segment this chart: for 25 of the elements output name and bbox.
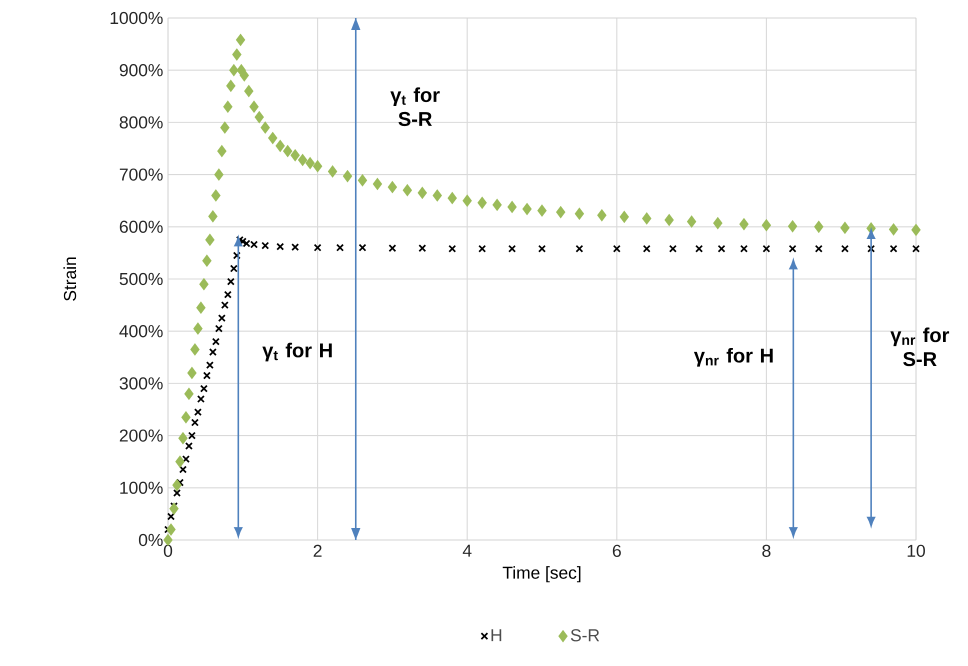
y-tick-label: 700%: [120, 168, 163, 181]
y-tick-label: 800%: [120, 116, 163, 129]
y-tick-label: 300%: [120, 377, 163, 390]
y-tick-label: 0%: [138, 534, 163, 546]
y-tick-label: 400%: [119, 325, 163, 338]
y-tick-label: 500%: [120, 272, 163, 286]
x-tick-label: 4: [462, 544, 472, 557]
ref-line-label: γ$_{t}$ for S-R: [390, 87, 440, 126]
y-tick-label: 200%: [120, 429, 163, 442]
legend-label: H: [492, 629, 502, 642]
x-tick-label: 2: [314, 544, 322, 557]
y-tick-label: 1000%: [110, 12, 163, 24]
x-axis-title: Time [sec]: [502, 566, 580, 582]
y-axis-title: Strain: [63, 257, 76, 301]
x-tick-label: 8: [762, 544, 770, 557]
legend-label: S-R: [570, 629, 600, 642]
x-tick-label: 6: [612, 544, 621, 557]
x-tick-label: 10: [908, 544, 925, 557]
y-tick-label: 900%: [120, 64, 163, 76]
annotation: γ$_{nr}$ for H: [694, 348, 773, 367]
annotation: γ$_{nr}$ for S-R: [890, 328, 950, 366]
y-tick-label: 100%: [120, 482, 163, 494]
x-tick-label: 0: [164, 544, 172, 557]
annotation: γ$_{t}$ for H: [262, 342, 332, 362]
y-tick-label: 600%: [120, 220, 163, 233]
